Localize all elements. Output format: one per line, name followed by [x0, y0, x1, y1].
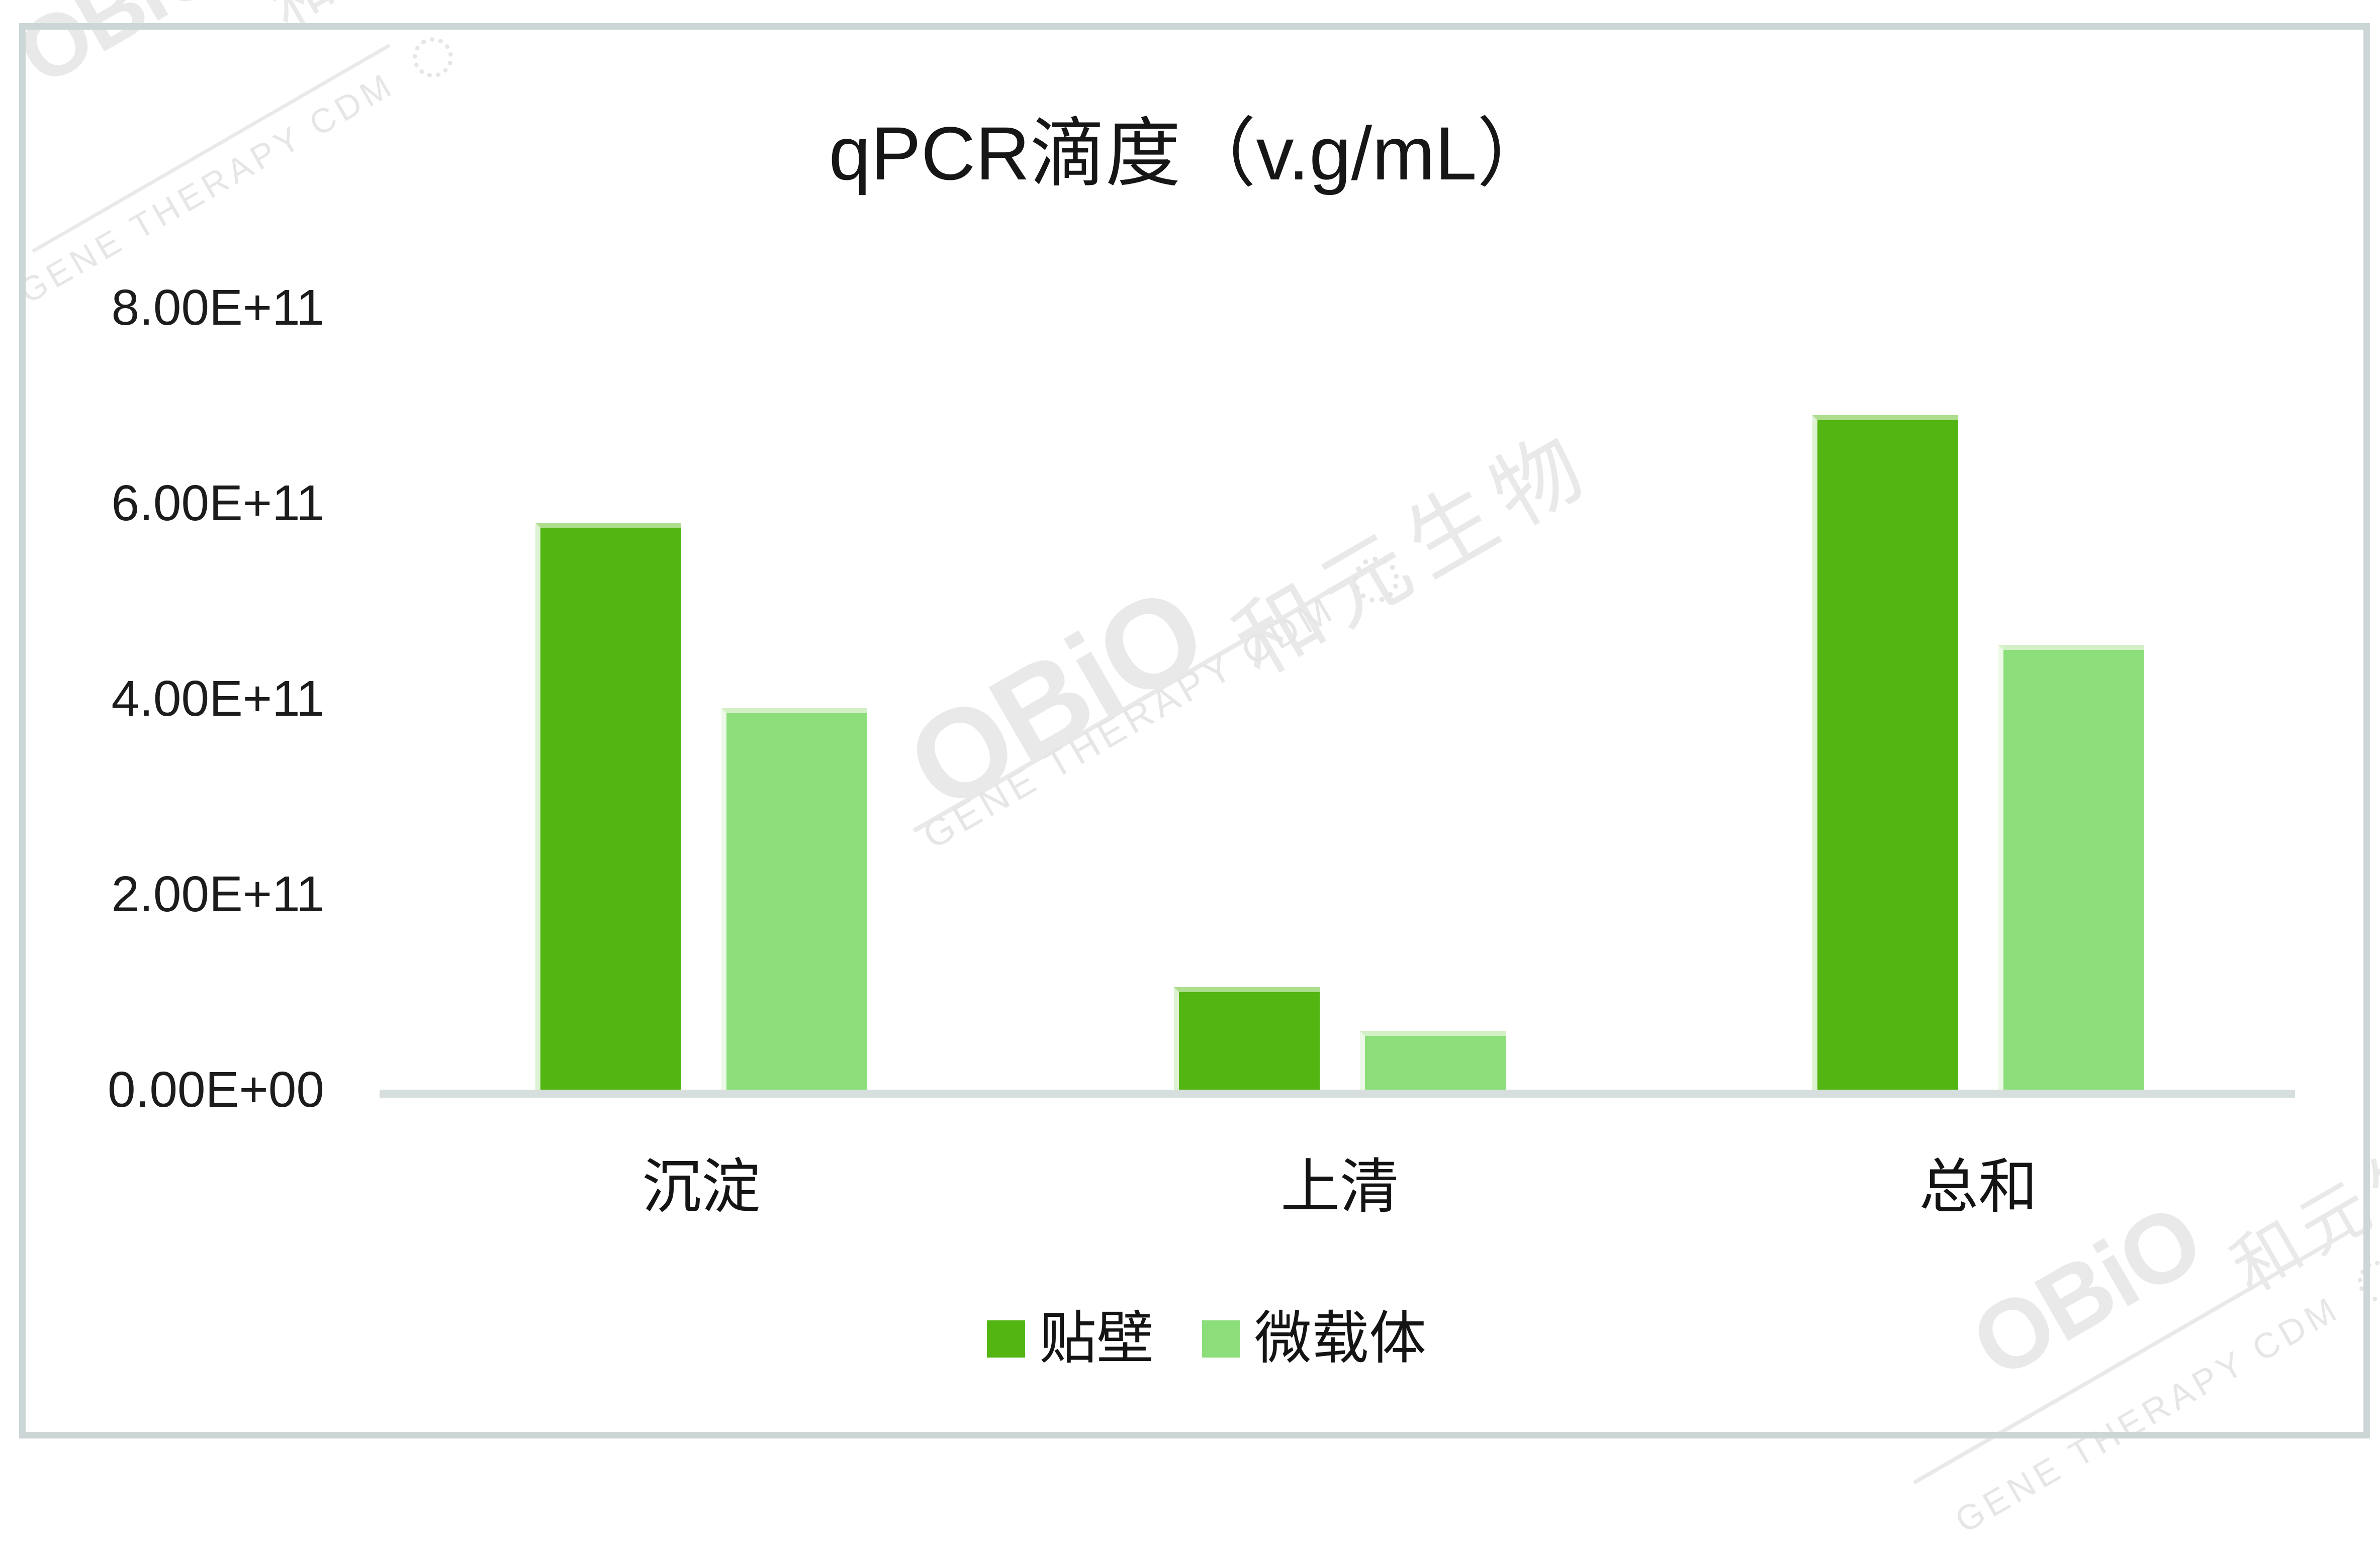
legend-swatch-icon	[986, 1320, 1025, 1358]
y-axis-tick-label: 0.00E+00	[108, 1062, 324, 1118]
bar-贴壁-上清	[1174, 987, 1320, 1090]
x-axis-baseline	[380, 1090, 2295, 1098]
bar-微载体-总和	[1998, 645, 2144, 1090]
y-axis-tick-label: 2.00E+11	[111, 866, 324, 922]
legend-item-微载体: 微载体	[1202, 1305, 1426, 1374]
legend-item-贴壁: 贴壁	[986, 1305, 1154, 1374]
legend-label: 微载体	[1254, 1307, 1427, 1371]
bar-贴壁-沉淀	[535, 523, 681, 1090]
legend: 贴壁 微载体	[986, 1305, 1426, 1374]
bar-贴壁-总和	[1812, 415, 1958, 1090]
category-label-上清: 上清	[1280, 1154, 1400, 1220]
chart-title: qPCR滴度（v.g/mL）	[829, 111, 1552, 196]
bar-chart: qPCR滴度（v.g/mL） 0.00E+00 2.00E+11 4.00E+11 6…	[108, 111, 2295, 1374]
bar-微载体-上清	[1360, 1031, 1506, 1090]
legend-swatch-icon	[1202, 1320, 1240, 1358]
y-axis-tick-label: 8.00E+11	[111, 279, 324, 336]
category-label-总和: 总和	[1918, 1154, 2038, 1220]
y-axis-tick-label: 6.00E+11	[111, 475, 324, 531]
legend-label: 贴壁	[1039, 1307, 1154, 1371]
category-label-沉淀: 沉淀	[642, 1154, 761, 1220]
y-axis-tick-label: 4.00E+11	[111, 670, 324, 727]
bar-微载体-沉淀	[721, 708, 867, 1090]
